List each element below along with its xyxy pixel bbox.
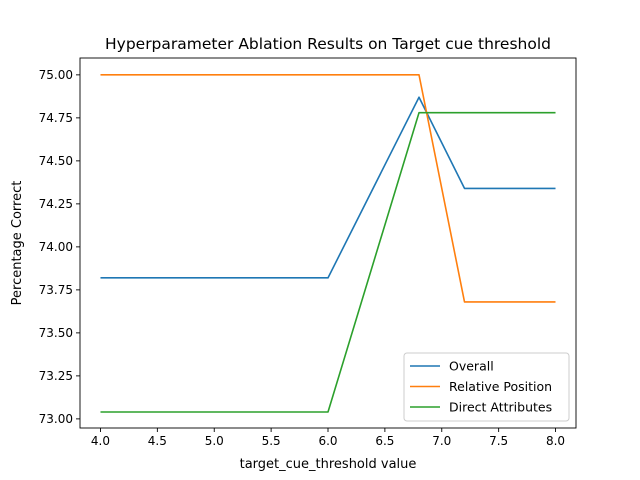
y-tick-label: 74.50 — [39, 154, 73, 168]
series-line-1 — [100, 74, 556, 303]
x-tick-label: 7.0 — [432, 434, 451, 448]
x-tick-label: 5.0 — [205, 434, 224, 448]
x-tick-label: 5.5 — [262, 434, 281, 448]
y-tick-label: 74.00 — [39, 240, 73, 254]
series-line-2 — [100, 111, 556, 413]
y-tick-label: 73.00 — [39, 412, 73, 426]
y-tick-label: 73.75 — [39, 283, 73, 297]
y-tick-label: 75.00 — [39, 68, 73, 82]
x-tick-label: 4.5 — [148, 434, 167, 448]
series-line-0 — [100, 96, 556, 279]
legend-label: Overall — [449, 359, 494, 374]
y-tick-label: 73.50 — [39, 326, 73, 340]
chart-title: Hyperparameter Ablation Results on Targe… — [105, 35, 551, 53]
x-tick-label: 8.0 — [546, 434, 565, 448]
plot-area: 4.0 4.5 5.0 5.5 6.0 6.5 7.0 7.5 8.0 73.00 73.25 73.… — [39, 57, 577, 448]
legend-label: Relative Position — [449, 379, 552, 394]
legend-label: Direct Attributes — [449, 400, 552, 415]
x-tick-label: 7.5 — [489, 434, 508, 448]
y-axis-label: Percentage Correct — [10, 181, 25, 306]
legend-box — [403, 352, 570, 422]
legend: Overall Relative Position Direct Attribute… — [403, 352, 570, 422]
y-tick-label: 74.25 — [39, 197, 73, 211]
y-tick-label: 73.25 — [39, 369, 73, 383]
x-tick-label: 4.0 — [91, 434, 110, 448]
y-tick-label: 74.75 — [39, 111, 73, 125]
legend-item: Direct Attributes — [410, 400, 552, 415]
legend-item: Overall — [410, 359, 494, 374]
x-tick-label: 6.0 — [318, 434, 337, 448]
x-tick-label: 6.5 — [375, 434, 394, 448]
legend-item: Relative Position — [410, 379, 552, 394]
x-axis-label: target_cue_threshold value — [240, 457, 417, 472]
